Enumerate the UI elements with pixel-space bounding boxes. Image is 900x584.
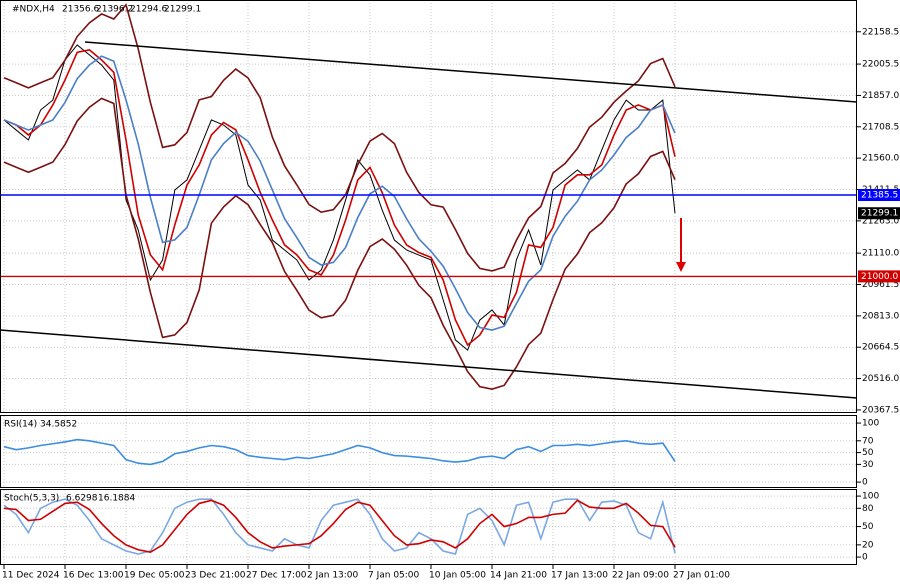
stoch-frame	[0, 489, 857, 565]
level-label-box	[858, 188, 900, 201]
series-line	[3, 97, 676, 390]
rsi-value: 34.5852	[40, 420, 77, 430]
y-tick-label: 20	[862, 540, 874, 550]
series-line	[3, 438, 676, 466]
plot-layer	[0, 0, 861, 569]
y-tick-label: 21708.5	[862, 122, 899, 132]
y-tick-label: 21263.0	[862, 216, 899, 226]
level-label: 21385.5	[861, 190, 898, 200]
y-tick-label: 21857.0	[862, 91, 899, 101]
y-tick-label: 20516.0	[862, 374, 899, 384]
channel-upper	[84, 41, 858, 103]
series-line	[3, 498, 676, 555]
y-tick-label: 21110.0	[862, 249, 899, 259]
series-line	[3, 44, 676, 351]
series-line	[3, 3, 676, 272]
stoch-name: Stoch(5,3,3)	[4, 494, 59, 504]
y-tick-label: 20367.5	[862, 405, 899, 415]
x-tick-label: 2 Jan 13:00	[307, 571, 359, 581]
y-tick-label: 20664.5	[862, 343, 899, 353]
stoch-main-value: 6.6298	[66, 494, 98, 504]
y-tick-label: 30	[862, 460, 874, 470]
x-tick-label: 27 Dec 17:00	[246, 571, 307, 581]
x-tick-label: 14 Jan 21:00	[490, 571, 547, 581]
y-tick-label: 22158.5	[862, 27, 899, 37]
series-line	[3, 48, 676, 347]
y-tick-label: 21560.0	[862, 154, 899, 164]
ohlc-high: 21396.2	[96, 5, 133, 15]
x-tick-label: 11 Dec 2024	[2, 571, 60, 581]
channel-lower	[0, 329, 858, 399]
ohlc-low: 21294.6	[130, 5, 167, 15]
y-tick-label: 80	[862, 504, 874, 514]
x-tick-label: 23 Dec 21:00	[185, 571, 246, 581]
x-tick-label: 27 Jan 01:00	[673, 571, 730, 581]
y-tick-label: 20813.0	[862, 311, 899, 321]
y-tick-label: 0	[862, 478, 868, 488]
series-line	[3, 499, 676, 554]
y-tick-label: 100	[862, 419, 879, 429]
stoch-signal-value: 16.1884	[98, 494, 135, 504]
ohlc-close: 21299.1	[164, 5, 201, 15]
main-frame	[0, 0, 857, 413]
y-tick-label: 50	[862, 522, 874, 532]
level-label-box	[858, 270, 900, 283]
x-tick-label: 22 Jan 09:00	[612, 571, 669, 581]
x-tick-label: 17 Jan 13:00	[551, 571, 608, 581]
rsi-name: RSI(14)	[4, 420, 37, 430]
y-tick-label: 22005.5	[862, 60, 899, 70]
price-label-box	[858, 207, 900, 220]
ohlc-open: 21356.6	[62, 5, 99, 15]
x-tick-label: 10 Jan 05:00	[429, 571, 486, 581]
y-tick-label: 0	[862, 553, 868, 563]
series-line	[3, 55, 676, 331]
rsi-frame	[0, 415, 857, 488]
x-tick-label: 19 Dec 05:00	[124, 571, 185, 581]
x-tick-label: 7 Jan 05:00	[368, 571, 420, 581]
y-tick-label: 70	[862, 436, 874, 446]
y-tick-label: 50	[862, 448, 874, 458]
y-tick-label: 100	[862, 492, 879, 502]
arrow-head	[676, 262, 686, 272]
y-tick-label: 20961.5	[862, 280, 899, 290]
symbol: #NDX,H4	[12, 5, 55, 15]
x-tick-label: 16 Dec 13:00	[63, 571, 124, 581]
level-label: 21000.0	[861, 272, 898, 282]
price-label: 21299.1	[861, 209, 898, 219]
